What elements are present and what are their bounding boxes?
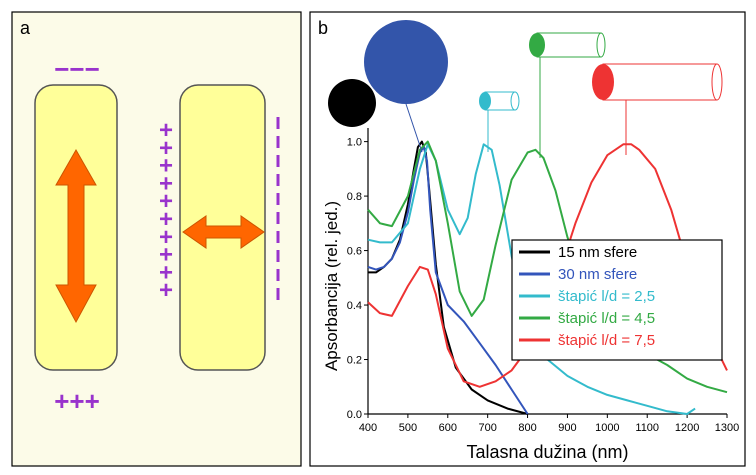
y-tick-label: 0.0 xyxy=(347,409,362,421)
plus-charge: + xyxy=(159,117,173,144)
left-positive-charge-column: ++++++++++ xyxy=(159,117,173,304)
long-rod-icon xyxy=(592,63,723,101)
transverse-oscillation-arrow xyxy=(182,215,265,249)
x-tick-label: 900 xyxy=(558,422,576,434)
medium-rod-icon xyxy=(529,32,606,58)
legend-label: 30 nm sfere xyxy=(558,266,637,283)
series-line-3 xyxy=(367,143,696,415)
plus-charge: + xyxy=(159,153,173,180)
plus-charge: + xyxy=(159,242,173,269)
x-tick-label: 600 xyxy=(439,422,457,434)
plus-charge: + xyxy=(159,188,173,215)
panel-b-label: b xyxy=(318,18,328,38)
panel-a: a −−− +++ ++++++++++ xyxy=(11,11,302,467)
plus-charge: + xyxy=(159,135,173,162)
x-tick-label: 1300 xyxy=(715,422,739,434)
x-axis-title: Talasna dužina (nm) xyxy=(466,442,628,462)
plus-charge: + xyxy=(159,259,173,286)
short-rod-icon xyxy=(479,91,520,111)
x-tick-label: 1100 xyxy=(635,422,659,434)
panel-a-frame xyxy=(11,11,302,467)
x-tick-label: 500 xyxy=(399,422,417,434)
x-tick-label: 800 xyxy=(518,422,536,434)
y-tick-label: 1.0 xyxy=(347,137,362,149)
legend-label: štapić l/d = 7,5 xyxy=(558,332,655,349)
x-tick-label: 1000 xyxy=(595,422,619,434)
y-tick-label: 0.8 xyxy=(347,191,362,203)
plus-charge: + xyxy=(159,170,173,197)
panel-b: b 400 500 600 700 800 900 1000 1100 1200 1300 0.0 0… xyxy=(309,11,746,467)
series-line-2 xyxy=(367,146,529,415)
small-sphere-icon xyxy=(328,79,376,127)
top-negative-charge: −−− xyxy=(54,54,100,84)
shape-annotations xyxy=(328,20,723,158)
legend-label: 15 nm sfere xyxy=(558,244,637,261)
bottom-positive-charge: +++ xyxy=(54,386,100,416)
absorbance-chart: 400 500 600 700 800 900 1000 1100 1200 1300 0.0 0.2… xyxy=(322,128,739,462)
y-tick-label: 0.6 xyxy=(347,246,362,258)
series-line-1 xyxy=(368,140,528,415)
x-tick-label: 1200 xyxy=(675,422,699,434)
legend-label: štapić l/d = 4,5 xyxy=(558,310,655,327)
legend-label: štapić l/d = 2,5 xyxy=(558,288,655,305)
x-tick-label: 700 xyxy=(478,422,496,434)
y-tick-label: 0.4 xyxy=(347,300,362,312)
longitudinal-oscillation-arrow xyxy=(55,148,97,324)
x-tick-label: 400 xyxy=(359,422,377,434)
y-tick-label: 0.2 xyxy=(347,355,362,367)
plus-charge: + xyxy=(159,206,173,233)
plus-charge: + xyxy=(159,277,173,304)
panel-b-frame xyxy=(309,11,746,467)
plus-charge: + xyxy=(159,224,173,251)
y-axis-title: Apsorbancija (rel. jed.) xyxy=(322,201,341,371)
large-sphere-pointer xyxy=(405,103,423,153)
large-sphere-icon xyxy=(364,20,448,104)
panel-a-label: a xyxy=(20,18,31,38)
